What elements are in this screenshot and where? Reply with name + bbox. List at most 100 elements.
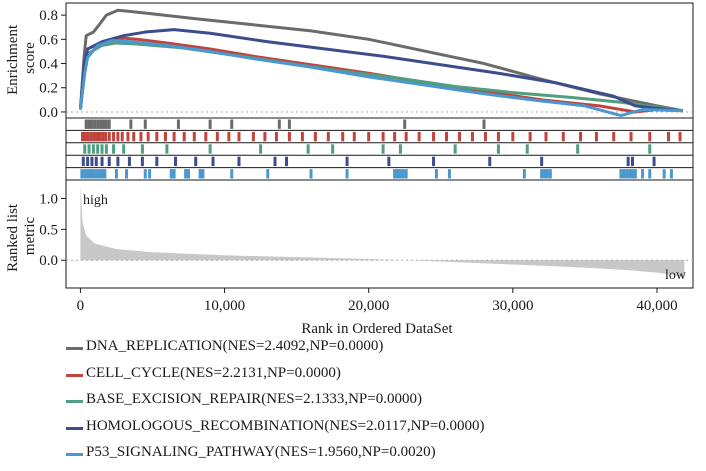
hit-tick	[432, 131, 436, 142]
hit-tick	[432, 156, 436, 167]
hit-tick	[398, 169, 402, 179]
legend-swatch	[66, 373, 83, 377]
hit-tick	[576, 144, 580, 154]
hit-tick	[662, 169, 666, 179]
enrichment-y-tick-label: 0.0	[39, 105, 58, 121]
hit-tick	[112, 144, 116, 154]
hit-tick	[453, 144, 457, 154]
legend-label: DNA_REPLICATION(NES=2.4092,NP=0.0000)	[86, 338, 384, 354]
hit-tick	[528, 131, 532, 142]
hit-tick	[120, 131, 124, 142]
x-tick-label: 10,000	[204, 298, 245, 314]
hit-tick	[381, 131, 385, 142]
hit-tick	[103, 169, 107, 179]
legend-item-homologous-recombination: HOMOLOGOUS_RECOMBINATION(NES=2.0117,NP=0…	[66, 418, 686, 445]
hit-tick	[525, 144, 529, 154]
hit-tick	[91, 169, 95, 179]
hit-tick	[545, 169, 549, 179]
hit-tick	[146, 131, 150, 142]
hit-tick	[84, 119, 88, 129]
hit-tick	[648, 144, 652, 154]
hit-tick	[83, 169, 87, 179]
hit-tick	[237, 156, 241, 167]
enrichment-curve-dna-replication	[78, 8, 684, 113]
hit-tick	[96, 144, 100, 154]
enrichment-curve-base-excision-repair	[78, 41, 684, 113]
hit-tick	[277, 119, 281, 129]
hit-tick	[396, 169, 400, 179]
hit-tick	[401, 169, 405, 179]
hit-tick	[127, 156, 131, 167]
hit-tick	[92, 131, 96, 142]
hit-tick	[81, 156, 85, 167]
hit-tick	[381, 144, 385, 154]
ranked-ylabel-line-1: Ranked list	[5, 203, 21, 272]
hit-tick	[274, 131, 278, 142]
ranked-y-tick-label: 0.5	[39, 222, 58, 238]
ranked-panel-frame	[65, 179, 694, 289]
hit-tick	[237, 131, 241, 142]
hit-tick	[622, 169, 626, 179]
legend-label: BASE_EXCISION_REPAIR(NES=2.1333,NP=0.000…	[86, 391, 422, 407]
hit-tick	[100, 169, 104, 179]
hit-tick	[447, 169, 451, 179]
legend-swatch	[66, 426, 83, 430]
hit-tick	[204, 131, 208, 142]
hit-tick	[143, 119, 147, 129]
hit-tick	[619, 169, 623, 179]
hit-tick	[230, 169, 234, 179]
hit-tick	[263, 131, 267, 142]
hit-tick	[434, 169, 438, 179]
hit-tick	[326, 131, 330, 142]
hit-tick	[630, 156, 634, 167]
hit-tick	[187, 169, 191, 179]
hit-tick	[208, 144, 212, 154]
hit-tick	[125, 169, 129, 179]
hit-tick	[98, 131, 102, 142]
legend-label: P53_SIGNALING_PATHWAY(NES=1.9560,NP=0.00…	[86, 444, 436, 460]
hit-tick	[192, 131, 196, 142]
hit-tick	[114, 169, 118, 179]
hit-tick	[165, 144, 169, 154]
enrichment-y-tick-label: 0.8	[39, 8, 58, 24]
hit-tick	[163, 131, 167, 142]
low-label: low	[665, 268, 687, 283]
hit-tick	[90, 119, 94, 129]
hit-tick	[403, 119, 407, 129]
enrichment-y-tick-label: 0.4	[39, 57, 58, 73]
hit-tick	[169, 169, 173, 179]
hit-tick	[148, 169, 152, 179]
hit-tick	[309, 169, 313, 179]
legend-swatch	[66, 347, 83, 350]
hit-tick	[331, 144, 335, 154]
hit-tick	[594, 131, 598, 142]
hit-tick	[99, 119, 103, 129]
hit-tick	[313, 131, 317, 142]
hit-tick	[116, 131, 120, 142]
hit-tick	[398, 144, 402, 154]
hit-tick	[629, 131, 633, 142]
hit-tick	[404, 169, 408, 179]
hit-tick	[273, 156, 277, 167]
hit-tick	[97, 169, 101, 179]
hit-tick	[112, 131, 116, 142]
enrichment-curve-p53-signaling-pathway	[78, 39, 683, 118]
hit-tick	[182, 131, 186, 142]
hit-tick	[496, 131, 500, 142]
x-axis: 0 10,000 20,000 30,000 40,000	[77, 288, 678, 314]
hit-tick	[445, 131, 449, 142]
hit-tick	[95, 131, 99, 142]
hit-ticks	[80, 119, 682, 179]
hit-tick	[483, 131, 487, 142]
hit-tick	[648, 169, 652, 179]
hit-tick	[633, 169, 637, 179]
legend-item-p53-signaling-pathway: P53_SIGNALING_PATHWAY(NES=1.9560,NP=0.00…	[66, 444, 686, 471]
hit-tick	[341, 131, 345, 142]
hit-tick	[540, 169, 544, 179]
hit-tick	[648, 131, 652, 142]
hit-tick	[511, 131, 515, 142]
hit-tick	[172, 131, 176, 142]
legend-swatch	[66, 400, 83, 403]
hit-tick	[198, 169, 202, 179]
